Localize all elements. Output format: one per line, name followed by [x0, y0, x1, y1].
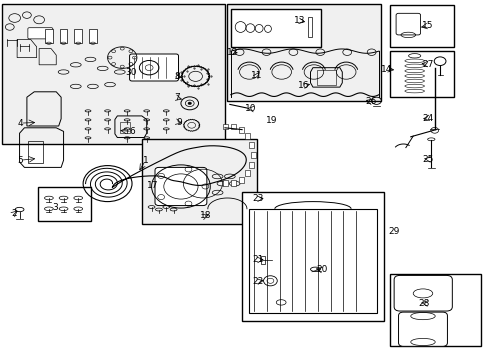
Text: 5: 5 — [18, 156, 23, 165]
Text: 16: 16 — [298, 81, 309, 90]
FancyBboxPatch shape — [393, 275, 451, 311]
FancyBboxPatch shape — [28, 28, 53, 39]
Text: 28: 28 — [418, 299, 429, 307]
Bar — [74, 29, 82, 43]
Bar — [38, 187, 91, 221]
Bar — [60, 29, 67, 43]
Text: 11: 11 — [250, 71, 262, 80]
Bar — [389, 274, 480, 346]
Bar — [389, 5, 453, 47]
Bar — [261, 256, 264, 264]
Text: 20: 20 — [315, 266, 327, 274]
Text: 15: 15 — [421, 21, 433, 30]
Bar — [142, 139, 256, 224]
Text: 4: 4 — [18, 118, 23, 127]
Text: 26: 26 — [364, 97, 376, 106]
Text: 30: 30 — [125, 68, 137, 77]
FancyBboxPatch shape — [395, 13, 420, 35]
Bar — [120, 122, 129, 133]
Bar — [223, 180, 228, 186]
Bar — [245, 134, 250, 139]
Text: 2: 2 — [12, 209, 18, 217]
Text: 29: 29 — [387, 227, 399, 236]
Text: 19: 19 — [265, 116, 277, 125]
Bar — [249, 162, 254, 167]
Text: 14: 14 — [380, 65, 391, 74]
Bar — [230, 9, 321, 47]
Text: 7: 7 — [174, 94, 180, 102]
Text: 6: 6 — [129, 127, 135, 136]
Text: 13: 13 — [293, 16, 305, 25]
Text: 8: 8 — [174, 72, 180, 81]
Text: 1: 1 — [142, 156, 148, 165]
Bar — [249, 142, 254, 148]
Text: 3: 3 — [52, 203, 58, 212]
Text: 21: 21 — [252, 256, 264, 264]
Bar — [389, 51, 453, 97]
Text: 22: 22 — [252, 277, 264, 286]
Text: 24: 24 — [421, 113, 433, 122]
Bar — [231, 180, 236, 186]
Bar — [316, 70, 336, 85]
Bar — [245, 170, 250, 176]
FancyBboxPatch shape — [398, 312, 447, 346]
Bar — [307, 17, 311, 37]
Bar — [239, 177, 244, 183]
Bar — [223, 123, 228, 129]
Bar — [227, 4, 381, 101]
FancyBboxPatch shape — [155, 167, 206, 206]
Bar — [89, 29, 97, 43]
Bar — [231, 123, 236, 129]
Bar — [28, 141, 43, 163]
Text: 27: 27 — [421, 60, 433, 69]
Text: 9: 9 — [176, 118, 182, 127]
Bar — [239, 127, 244, 133]
Text: 25: 25 — [421, 154, 433, 163]
FancyBboxPatch shape — [129, 54, 178, 81]
Text: 23: 23 — [252, 194, 264, 203]
Circle shape — [187, 102, 191, 105]
Text: 12: 12 — [226, 48, 238, 57]
Bar — [250, 152, 255, 158]
Text: 17: 17 — [146, 181, 158, 190]
Bar — [242, 192, 383, 321]
Bar — [249, 209, 376, 313]
Text: 18: 18 — [199, 211, 211, 220]
Bar — [45, 29, 53, 43]
Text: 10: 10 — [244, 104, 256, 113]
Bar — [2, 4, 224, 144]
